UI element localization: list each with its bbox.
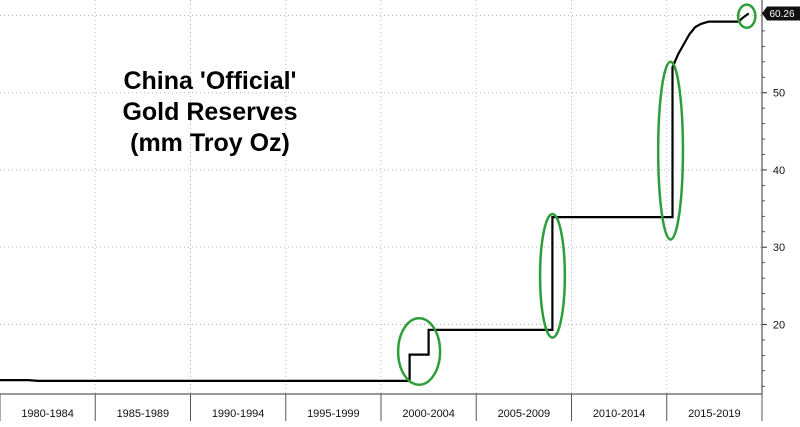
x-tick-label: 2015-2019 [688, 408, 741, 420]
x-tick-label: 2005-2009 [498, 408, 551, 420]
chart-title-line-2: Gold Reserves [122, 98, 298, 126]
y-tick-label: 40 [773, 165, 785, 177]
x-tick-label: 2000-2004 [402, 408, 455, 420]
y-tick-label: 30 [773, 242, 785, 254]
highlight-ellipse [656, 60, 685, 241]
highlight-ellipse [538, 212, 567, 339]
last-value-flag [762, 6, 800, 21]
chart-title-line-3: (mm Troy Oz) [130, 129, 290, 157]
x-tick-label: 2010-2014 [593, 408, 646, 420]
series-line [0, 12, 750, 382]
highlight-ellipse [396, 317, 442, 386]
series-layer [0, 12, 750, 382]
highlight-layer [396, 3, 757, 386]
chart-title-line-1: China 'Official' [123, 67, 297, 95]
last-value-label: 60.26 [769, 9, 794, 20]
y-tick-label: 50 [773, 88, 785, 100]
x-axis: 1980-1984 1985-1989 1990-1994 1995-1999 2000… [0, 394, 763, 421]
y-tick-label: 20 [773, 319, 785, 331]
y-axis: 20 30 40 50 60.26 [762, 6, 800, 387]
x-tick-label: 1985-1989 [117, 408, 170, 420]
highlight-ellipse [736, 3, 757, 30]
x-tick-label: 1990-1994 [212, 408, 265, 420]
grid-lines [0, 0, 762, 394]
x-tick-label: 1980-1984 [21, 408, 74, 420]
chart-title: China 'Official' Gold Reserves (mm Troy … [70, 66, 350, 159]
x-tick-label: 1995-1999 [307, 408, 360, 420]
